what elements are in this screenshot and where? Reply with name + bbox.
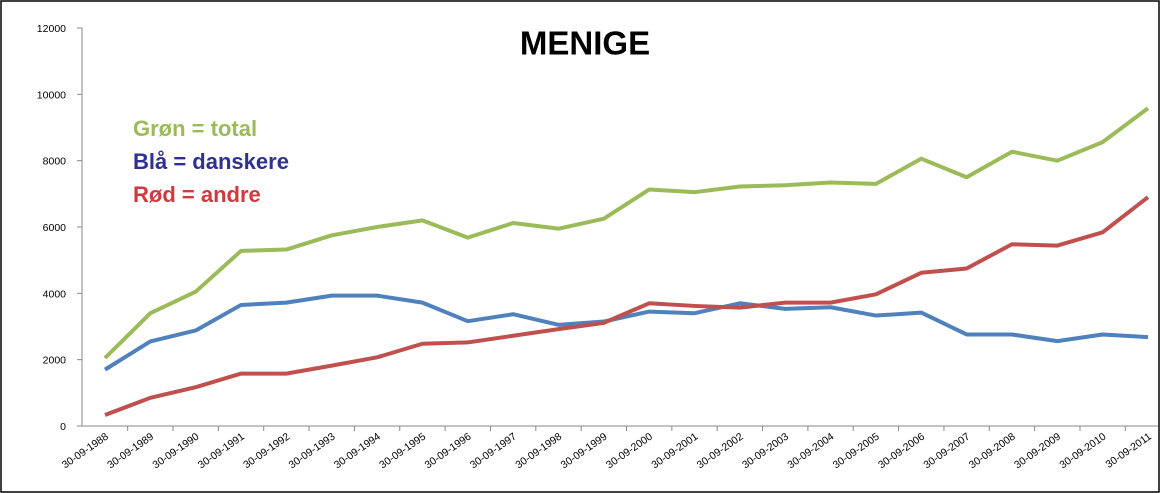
- line-series: [103, 293, 1149, 372]
- legend-label: Blå = danskere: [133, 149, 289, 174]
- y-tick-label: 8000: [43, 156, 67, 168]
- y-tick-label: 2000: [43, 355, 67, 367]
- y-tick-label: 10000: [37, 89, 66, 101]
- line-series: [103, 106, 1150, 360]
- legend-label: Rød = andre: [133, 182, 261, 207]
- y-tick-label: 0: [60, 421, 66, 433]
- y-tick-label: 6000: [43, 222, 67, 234]
- legend-label: Grøn = total: [133, 116, 257, 141]
- chart-title: MENIGE: [520, 25, 650, 62]
- y-tick-label: 12000: [37, 23, 66, 35]
- line-series: [104, 195, 1150, 417]
- y-tick-label: 4000: [43, 288, 67, 300]
